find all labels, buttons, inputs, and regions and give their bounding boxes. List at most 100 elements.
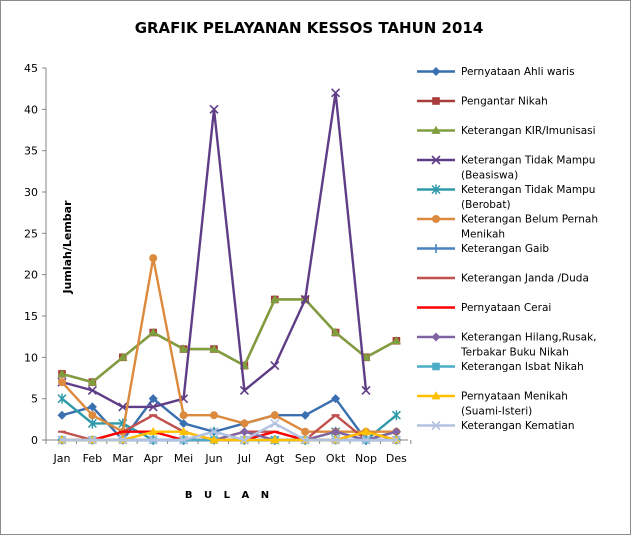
marker-shape xyxy=(179,418,189,428)
legend-swatch-marker xyxy=(432,97,440,105)
marker-shape xyxy=(431,332,441,342)
marker-shape xyxy=(179,435,189,445)
legend-item-keterangan-isbat-nikah: Keterangan Isbat Nikah xyxy=(417,361,584,373)
marker-shape xyxy=(432,362,440,371)
marker-shape xyxy=(209,344,219,353)
marker-shape xyxy=(331,394,341,404)
series-pernyataan-ahli-waris-line xyxy=(60,397,398,442)
marker-shape xyxy=(331,427,341,437)
series-keterangan-kir-imunisasi-point xyxy=(209,344,219,353)
series-keterangan-kematian-point xyxy=(239,435,249,445)
legend-label: Keterangan Isbat Nikah xyxy=(461,361,584,373)
legend-item-keterangan-kir-imunisasi: Keterangan KIR/Imunisasi xyxy=(417,125,596,137)
marker-shape xyxy=(148,394,158,404)
series-keterangan-belum-pernah-menikah-point xyxy=(58,378,66,387)
legend-label: Pengantar Nikah xyxy=(461,96,548,108)
legend-swatch-marker xyxy=(431,244,441,253)
series-pengantar-nikah xyxy=(58,295,401,386)
marker-shape xyxy=(432,215,440,223)
y-tick-label: 15 xyxy=(24,310,38,323)
legend-item-keterangan-kematian: Keterangan Kematian xyxy=(417,420,575,432)
series-keterangan-kematian-line xyxy=(60,422,398,442)
marker-shape xyxy=(431,125,441,134)
marker-shape xyxy=(431,67,441,76)
x-tick-label: Apr xyxy=(144,452,164,465)
legend-item-keterangan-tidak-mampu-beasiswa: Keterangan Tidak Mampu (Beasiswa) xyxy=(417,155,595,182)
series-layer xyxy=(57,88,401,445)
marker-shape xyxy=(331,435,341,445)
x-tick-label: Okt xyxy=(326,452,346,465)
legend: Pernyataan Ahli waris Pengantar Nikah Kete… xyxy=(417,66,598,432)
marker-shape xyxy=(391,336,401,345)
x-tick-label: Mar xyxy=(112,452,133,465)
marker-shape xyxy=(391,427,401,437)
series-keterangan-belum-pernah-menikah-point xyxy=(88,411,97,420)
marker-shape xyxy=(240,419,249,428)
series-keterangan-kematian-point xyxy=(361,435,371,445)
marker-shape xyxy=(87,377,97,386)
marker-shape xyxy=(58,378,66,387)
marker-shape xyxy=(57,410,67,420)
series-keterangan-kir-imunisasi xyxy=(57,294,401,386)
series-keterangan-kematian-point xyxy=(87,435,97,445)
marker-shape xyxy=(431,184,441,195)
series-keterangan-belum-pernah-menikah-point xyxy=(270,411,279,420)
marker-shape xyxy=(57,435,67,445)
x-tick-label: Jan xyxy=(53,452,71,465)
marker-shape xyxy=(149,254,158,263)
legend-swatch-marker xyxy=(431,155,441,165)
marker-shape xyxy=(57,369,67,378)
x-tick-label: Nop xyxy=(355,452,377,465)
series-keterangan-kematian-point xyxy=(148,435,158,445)
legend-swatch-marker xyxy=(432,362,440,371)
legend-label: Keterangan KIR/Imunisasi xyxy=(461,125,596,137)
series-pernyataan-menikah-suami-isteri-point xyxy=(148,426,158,436)
series-keterangan-tidak-mampu-beasiswa-point xyxy=(239,385,249,395)
marker-shape xyxy=(210,411,218,420)
marker-shape xyxy=(209,427,219,437)
series-keterangan-kir-imunisasi-point xyxy=(331,327,341,336)
legend-item-keterangan-hilang-rusak-terbakar-buku-nikah: Keterangan Hilang,Rusak, Terbakar Buku Ni… xyxy=(417,332,597,359)
marker-shape xyxy=(361,426,371,436)
marker-shape xyxy=(432,97,440,105)
marker-shape xyxy=(57,393,67,404)
series-pernyataan-menikah-suami-isteri-point xyxy=(361,426,371,436)
marker-shape xyxy=(239,427,249,437)
series-keterangan-kir-imunisasi-line xyxy=(60,298,398,384)
y-tick-label: 25 xyxy=(24,227,38,240)
series-keterangan-tidak-mampu-beasiswa-point xyxy=(361,385,371,395)
y-tick-label: 30 xyxy=(24,186,38,199)
legend-item-keterangan-belum-pernah-menikah: Keterangan Belum Pernah Menikah xyxy=(417,214,598,241)
legend-label: Keterangan Hilang,Rusak, Terbakar Buku Ni… xyxy=(460,332,597,359)
series-pernyataan-menikah-suami-isteri-point xyxy=(179,426,189,436)
series-pernyataan-ahli-waris-point xyxy=(87,402,97,412)
series-keterangan-tidak-mampu-beasiswa-point xyxy=(331,88,341,98)
series-keterangan-kematian-point xyxy=(270,418,280,429)
y-tick-label: 40 xyxy=(24,103,38,116)
legend-item-pernyataan-ahli-waris: Pernyataan Ahli waris xyxy=(417,66,575,78)
marker-shape xyxy=(361,385,371,395)
marker-shape xyxy=(391,410,401,421)
marker-shape xyxy=(270,294,280,303)
legend-swatch-marker xyxy=(431,67,441,76)
series-keterangan-kematian-point xyxy=(179,435,189,445)
marker-shape xyxy=(431,391,441,400)
series-keterangan-tidak-mampu-beasiswa-point xyxy=(148,402,158,412)
series-pernyataan-ahli-waris-point xyxy=(179,418,189,428)
series-pernyataan-menikah-suami-isteri-point xyxy=(270,435,280,444)
legend-swatch-marker xyxy=(431,125,441,134)
series-pernyataan-ahli-waris-point xyxy=(300,410,310,420)
series-pernyataan-ahli-waris-point xyxy=(331,394,341,404)
series-keterangan-tidak-mampu-berobat-point xyxy=(87,418,97,429)
series-keterangan-belum-pernah-menikah-line xyxy=(60,256,398,433)
marker-shape xyxy=(431,155,441,165)
marker-shape xyxy=(148,327,158,336)
x-tick-label: Agt xyxy=(265,452,285,465)
x-tick-label: Mei xyxy=(174,452,193,465)
legend-swatch-marker xyxy=(431,332,441,342)
marker-shape xyxy=(209,435,219,444)
legend-swatch-marker xyxy=(431,184,441,195)
series-keterangan-hilang-rusak-terbakar-buku-nikah-point xyxy=(239,427,249,437)
series-keterangan-belum-pernah-menikah-point xyxy=(301,427,310,436)
